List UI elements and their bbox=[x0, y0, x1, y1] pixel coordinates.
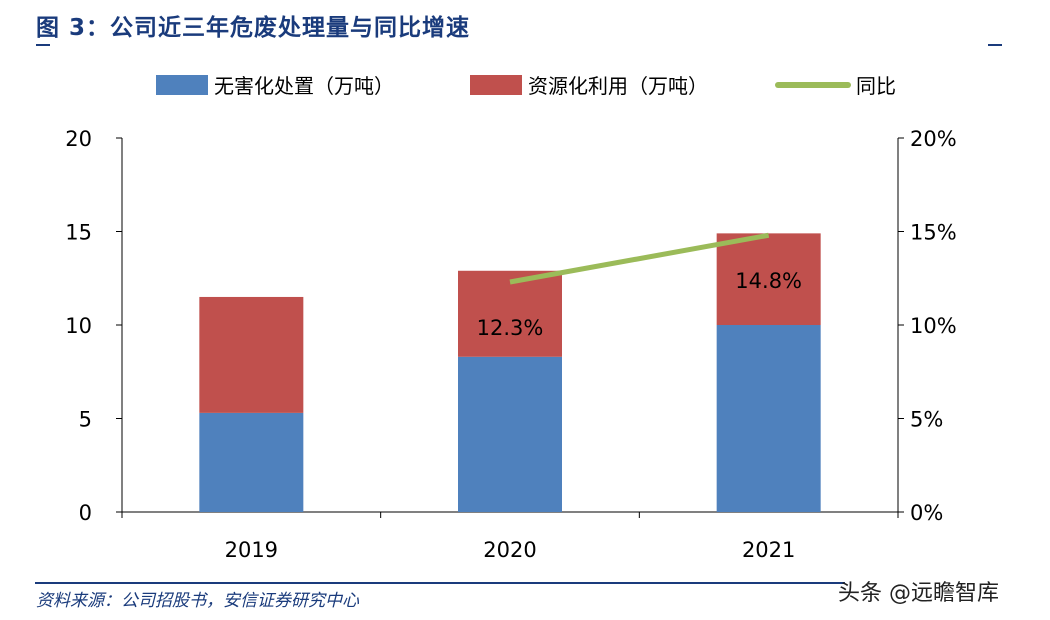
y-right-tick-label: 0% bbox=[910, 501, 943, 525]
bar-harmless-disposal-2020 bbox=[458, 356, 562, 512]
title-rule-left bbox=[36, 44, 50, 46]
x-tick-label: 2019 bbox=[225, 538, 278, 562]
yoy-data-label: 14.8% bbox=[735, 269, 802, 293]
bar-harmless-disposal-2019 bbox=[199, 412, 304, 512]
legend-label: 同比 bbox=[856, 74, 896, 98]
legend-label: 资源化利用（万吨） bbox=[528, 74, 708, 98]
legend-swatch bbox=[470, 75, 522, 95]
y-left-tick-label: 0 bbox=[79, 501, 92, 525]
y-left-tick-label: 20 bbox=[65, 127, 92, 151]
watermark: 头条 @远瞻智库 bbox=[838, 581, 999, 606]
y-left-tick-label: 5 bbox=[79, 408, 92, 432]
figure-title: 图 3：公司近三年危废处理量与同比增速 bbox=[36, 15, 471, 41]
legend-swatch bbox=[156, 75, 208, 95]
bar-resource-utilization-2021 bbox=[716, 233, 821, 325]
yoy-data-label: 12.3% bbox=[477, 316, 544, 340]
x-tick-label: 2020 bbox=[483, 538, 536, 562]
y-left-tick-label: 10 bbox=[65, 314, 92, 338]
bar-resource-utilization-2020 bbox=[458, 270, 562, 357]
y-right-tick-label: 10% bbox=[910, 314, 957, 338]
yoy-line bbox=[509, 232, 770, 285]
y-right-tick-label: 5% bbox=[910, 408, 943, 432]
bar-resource-utilization-2019 bbox=[199, 296, 304, 413]
x-tick-label: 2021 bbox=[742, 538, 795, 562]
source-rule bbox=[35, 582, 845, 584]
bar-harmless-disposal-2021 bbox=[716, 325, 821, 512]
title-rule-right bbox=[988, 44, 1002, 46]
source-note: 资料来源：公司招股书，安信证券研究中心 bbox=[36, 591, 359, 611]
legend-label: 无害化处置（万吨） bbox=[214, 74, 394, 98]
y-right-tick-label: 20% bbox=[910, 127, 957, 151]
y-left-tick-label: 15 bbox=[65, 221, 92, 245]
y-right-tick-label: 15% bbox=[910, 221, 957, 245]
